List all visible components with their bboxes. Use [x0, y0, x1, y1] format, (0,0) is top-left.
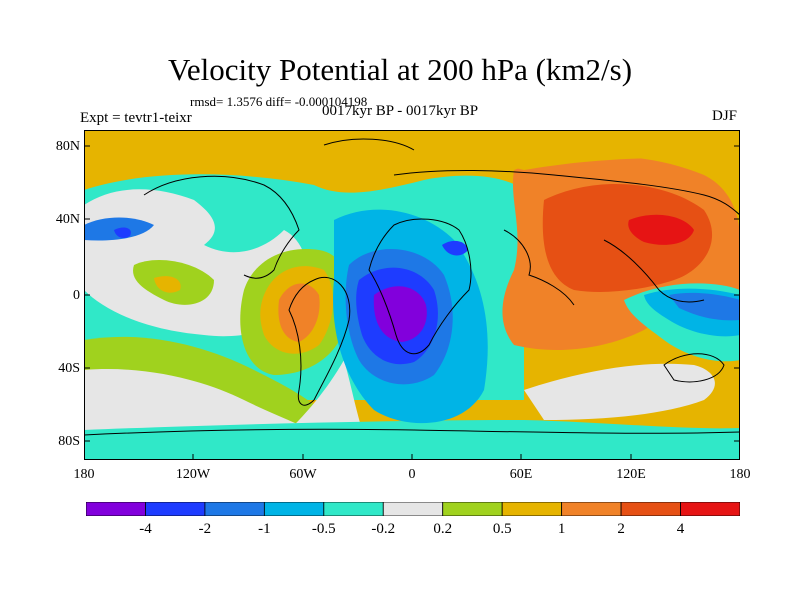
rmsd-diff-stats: rmsd= 1.3576 diff= -0.000104198: [190, 94, 368, 109]
season-label: DJF: [712, 108, 738, 124]
lon-label-180w: 180: [73, 467, 95, 482]
contour-m2-pacific: [114, 227, 131, 238]
lat-label-40s: 40S: [58, 361, 80, 376]
colorbar-label-6: 0.5: [492, 521, 512, 537]
colorbar-label-1: -2: [198, 521, 212, 537]
contour-p4-asia: [628, 214, 694, 245]
colorbar-swatch-0: [86, 502, 146, 516]
contour-p2-asia: [542, 183, 713, 292]
colorbar-label-4: -0.2: [371, 521, 396, 537]
lon-label-120w: 120W: [175, 467, 211, 482]
velocity-potential-map: [84, 130, 740, 460]
coastlines: [84, 138, 740, 436]
colorbar-swatch-7: [501, 502, 563, 516]
contour-m2-arabia: [442, 240, 468, 256]
contour-zero-indian: [524, 363, 715, 420]
colorbar-label-3: -0.5: [311, 521, 336, 537]
colorbar-swatch-8: [561, 502, 622, 516]
plot-title: Velocity Potential at 200 hPa (km2/s): [167, 52, 633, 87]
colorbar-label-0: -4: [139, 521, 152, 537]
colorbar-swatch-3: [263, 502, 325, 516]
contour-lt4-africa: [373, 286, 427, 342]
contour-p05-arctic: [84, 130, 740, 173]
lon-label-0: 0: [408, 467, 416, 482]
contour-p05-pacific: [154, 276, 181, 293]
map-frame: [84, 130, 740, 460]
colorbar-label-9: 4: [676, 521, 685, 537]
colorbar-swatch-10: [680, 502, 740, 516]
lon-label-60e: 60E: [509, 467, 533, 482]
lat-label-eq: 0: [73, 288, 80, 303]
lat-label-80n: 80N: [55, 139, 80, 154]
lat-label-80s: 80S: [58, 434, 80, 449]
lat-label-40n: 40N: [55, 212, 80, 227]
contour-p1-samerica: [278, 283, 320, 342]
colorbar-swatch-5: [382, 502, 444, 516]
experiment-label: Expt = tevtr1-teixr: [80, 110, 192, 126]
lon-label-120e: 120E: [616, 467, 646, 482]
period-label: 0017kyr BP - 0017kyr BP: [322, 103, 479, 119]
lon-label-60w: 60W: [289, 467, 317, 482]
colorbar-swatch-4: [323, 502, 384, 516]
colorbar-label-8: 2: [617, 521, 625, 537]
colorbar-swatch-9: [620, 502, 681, 516]
colorbar-swatch-2: [204, 502, 265, 516]
colorbar-label-7: 1: [557, 521, 566, 537]
colorbar-label-2: -1: [258, 521, 271, 537]
colorbar-swatch-6: [442, 502, 503, 516]
colorbar: [86, 502, 740, 516]
colorbar-label-5: 0.2: [433, 521, 453, 537]
contour-m2-wpacific: [669, 292, 740, 321]
lon-label-180e: 180: [729, 467, 751, 482]
colorbar-swatch-1: [145, 502, 206, 516]
